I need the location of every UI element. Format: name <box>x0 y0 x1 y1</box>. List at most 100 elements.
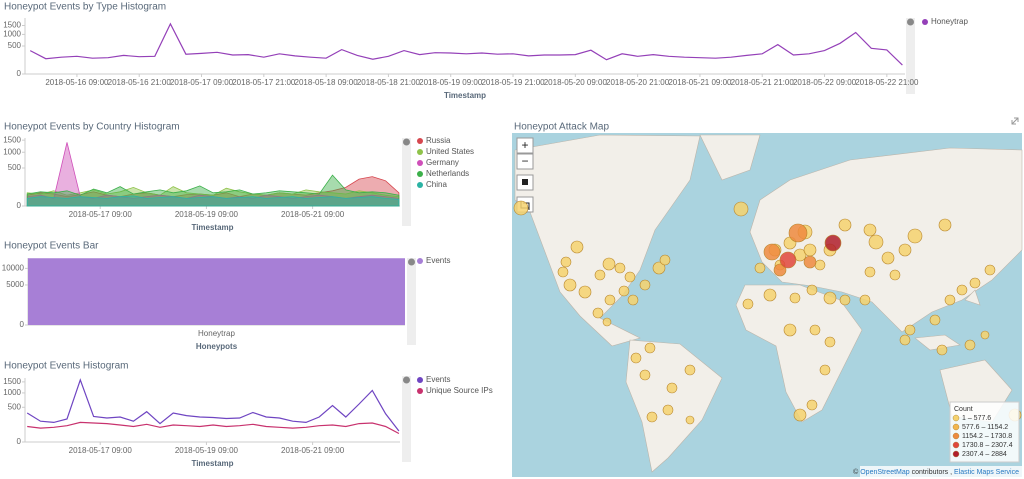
map-marker[interactable] <box>630 352 642 364</box>
map-marker[interactable] <box>806 399 818 411</box>
map-marker[interactable] <box>898 243 912 257</box>
map-marker[interactable] <box>929 314 941 326</box>
map-marker[interactable] <box>956 284 968 296</box>
map-marker[interactable] <box>809 324 821 336</box>
map-marker[interactable] <box>823 291 837 305</box>
map-marker[interactable] <box>662 404 674 416</box>
map-marker[interactable] <box>639 279 651 291</box>
map-marker[interactable] <box>773 263 787 277</box>
map-marker[interactable] <box>864 266 876 278</box>
map-marker[interactable] <box>684 364 696 376</box>
map-marker[interactable] <box>980 330 990 340</box>
map-marker[interactable] <box>560 256 572 268</box>
map-marker[interactable] <box>938 218 952 232</box>
map-marker[interactable] <box>838 218 852 232</box>
map-marker[interactable] <box>788 223 808 243</box>
legend-toggle[interactable] <box>403 376 410 384</box>
map-marker[interactable] <box>806 284 818 296</box>
map-marker[interactable] <box>733 201 749 217</box>
map-marker[interactable] <box>789 292 801 304</box>
map-marker[interactable] <box>578 285 592 299</box>
map-marker[interactable] <box>604 294 616 306</box>
legend-label[interactable]: Events <box>426 375 450 384</box>
legend-toggle[interactable] <box>408 258 415 266</box>
legend-marker <box>417 388 423 394</box>
map-marker[interactable] <box>685 415 695 425</box>
map-marker[interactable] <box>754 262 766 274</box>
map-marker[interactable] <box>644 342 656 354</box>
map-marker[interactable] <box>793 408 807 422</box>
map-marker[interactable] <box>819 364 831 376</box>
map-marker[interactable] <box>614 262 626 274</box>
chart-title: Honeypot Events Histogram <box>4 361 129 372</box>
legend-label[interactable]: Unique Source IPs <box>426 386 493 395</box>
map-marker[interactable] <box>618 285 630 297</box>
legend-toggle[interactable] <box>907 18 914 26</box>
y-tick-label: 0 <box>17 69 22 78</box>
map-marker[interactable] <box>652 261 666 275</box>
map-marker[interactable] <box>899 334 911 346</box>
map-marker[interactable] <box>863 223 877 237</box>
map-marker[interactable] <box>763 243 781 261</box>
map-marker[interactable] <box>814 259 826 271</box>
map-marker[interactable] <box>984 264 996 276</box>
map-marker[interactable] <box>570 240 584 254</box>
zoom-in-label[interactable]: + <box>521 138 528 152</box>
map-marker[interactable] <box>742 298 754 310</box>
x-tick-label: 2018-05-19 21:00 <box>481 78 545 87</box>
map-marker[interactable] <box>557 266 569 278</box>
legend-label[interactable]: Events <box>426 256 450 265</box>
x-tick-label: 2018-05-17 09:00 <box>170 78 234 87</box>
map-marker[interactable] <box>859 294 871 306</box>
map-marker[interactable] <box>881 251 895 265</box>
map-marker[interactable] <box>964 339 976 351</box>
legend-label[interactable]: Germany <box>426 158 459 167</box>
map-marker[interactable] <box>904 324 916 336</box>
zoom-out-button[interactable] <box>516 153 534 170</box>
map-marker[interactable] <box>513 200 529 216</box>
map-marker[interactable] <box>639 369 651 381</box>
map-marker[interactable] <box>602 317 612 327</box>
expand-icon[interactable] <box>1011 117 1019 125</box>
map-marker[interactable] <box>783 323 797 337</box>
map-marker[interactable] <box>936 344 948 356</box>
map-marker[interactable] <box>627 294 639 306</box>
x-axis-label: Honeypots <box>196 342 238 351</box>
map-marker[interactable] <box>602 257 616 271</box>
map-marker[interactable] <box>624 271 636 283</box>
map-marker[interactable] <box>839 294 851 306</box>
legend-toggle[interactable] <box>403 138 410 146</box>
legend-label[interactable]: Russia <box>426 136 451 145</box>
legend-toggle-strip <box>402 376 411 462</box>
map-marker[interactable] <box>592 307 604 319</box>
map-marker[interactable] <box>594 269 606 281</box>
legend-label[interactable]: China <box>426 180 447 189</box>
map-marker[interactable] <box>563 278 577 292</box>
map-marker[interactable] <box>779 251 797 269</box>
map-marker[interactable] <box>868 234 884 250</box>
attribution-ems[interactable]: Elastic Maps Service <box>954 469 1019 476</box>
map-marker[interactable] <box>824 336 836 348</box>
attribution-osm[interactable]: OpenStreetMap <box>860 469 910 476</box>
map-marker[interactable] <box>666 382 678 394</box>
y-tick-label: 1000 <box>3 30 21 39</box>
map-marker[interactable] <box>646 411 658 423</box>
zoom-out-label[interactable]: − <box>521 154 528 168</box>
legend-label[interactable]: United States <box>426 147 474 156</box>
map-marker[interactable] <box>824 234 842 252</box>
x-tick-label: 2018-05-16 09:00 <box>45 78 109 87</box>
x-axis-label: Timestamp <box>191 459 233 468</box>
map-marker[interactable] <box>803 255 817 269</box>
legend-label[interactable]: Netherlands <box>426 169 469 178</box>
map-marker[interactable] <box>907 228 923 244</box>
x-tick-label: Honeytrap <box>198 329 235 338</box>
map-marker[interactable] <box>763 288 777 302</box>
map-marker[interactable] <box>969 277 981 289</box>
map-marker[interactable] <box>803 243 817 257</box>
legend-label[interactable]: Honeytrap <box>931 17 968 26</box>
zoom-in-button[interactable] <box>516 137 534 154</box>
y-tick-label: 0 <box>17 201 22 210</box>
map-marker[interactable] <box>944 294 956 306</box>
map-marker[interactable] <box>889 269 901 281</box>
map-marker[interactable] <box>659 254 671 266</box>
